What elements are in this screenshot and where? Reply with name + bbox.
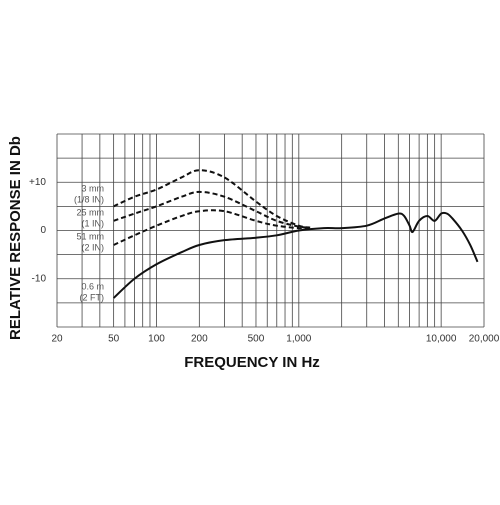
y-tick-label: +10 (29, 177, 46, 188)
response-curve (113, 190, 311, 229)
x-tick-label: 100 (148, 334, 165, 345)
x-tick-label: 50 (108, 334, 120, 345)
x-tick-label: 20 (51, 334, 63, 345)
x-axis-title: FREQUENCY IN Hz (184, 354, 320, 371)
x-tick-label: 1,000 (286, 334, 311, 345)
x-tick-label: 20,000 (469, 334, 500, 345)
response-curve (113, 209, 311, 246)
response-curve (112, 211, 479, 299)
curve-label: (1 IN) (82, 218, 105, 228)
response-curve (113, 169, 311, 229)
y-tick-label: 0 (40, 225, 46, 236)
x-tick-label: 10,000 (426, 334, 457, 345)
y-axis-title: RELATIVE RESPONSE IN Db (7, 136, 24, 340)
y-tick-label: -10 (32, 273, 47, 284)
curve-label: 0.6 m (81, 281, 104, 291)
x-tick-label: 200 (191, 334, 208, 345)
curve-label: 51 mm (76, 231, 104, 241)
curve-label: (2 IN) (82, 242, 105, 252)
curve-label: 25 mm (76, 207, 104, 217)
curve-label: (2 FT) (80, 292, 105, 302)
x-tick-label: 500 (248, 334, 265, 345)
curve-label: 3 mm (82, 183, 105, 193)
curve-label: (1/8 IN) (74, 194, 104, 204)
